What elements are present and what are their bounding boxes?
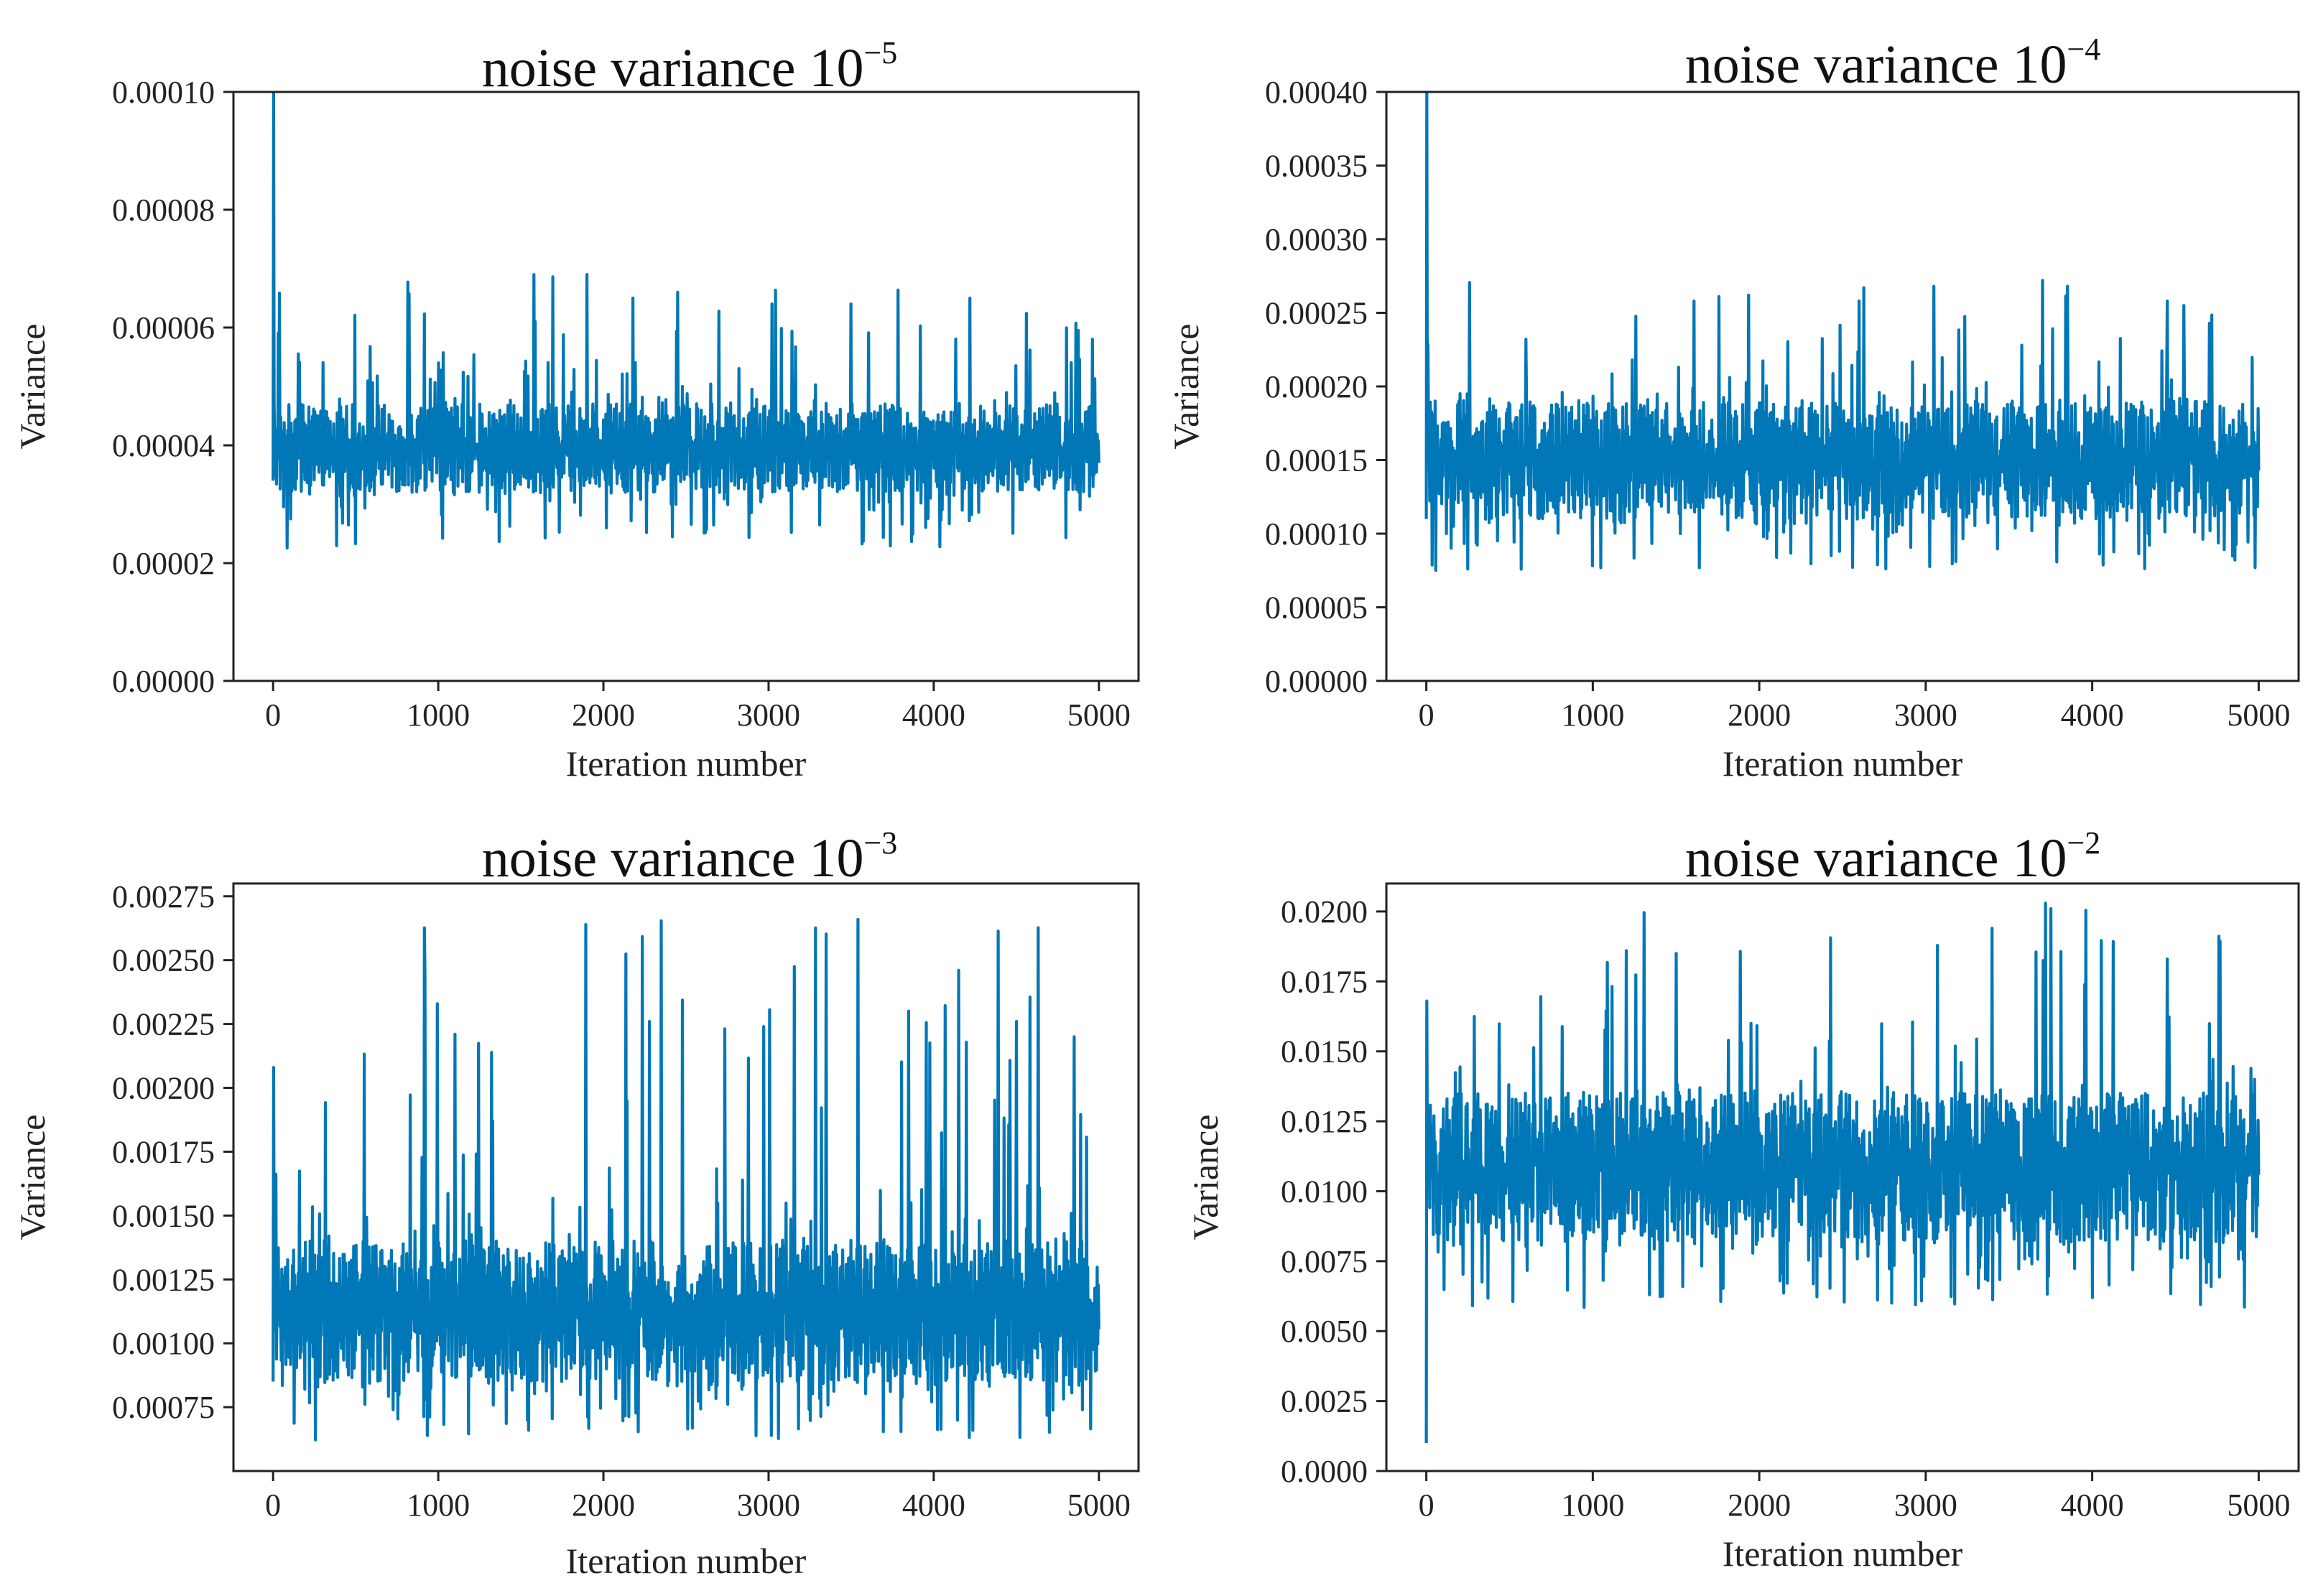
- y-tick-label: 0.0150: [1281, 1034, 1368, 1070]
- x-axis-label: Iteration number: [566, 1541, 807, 1581]
- x-tick-label: 1000: [407, 1488, 470, 1523]
- x-tick-label: 2000: [1728, 697, 1791, 733]
- y-tick-label: 0.0100: [1281, 1174, 1368, 1209]
- x-tick-label: 2000: [572, 697, 635, 733]
- x-tick-label: 5000: [2227, 1488, 2290, 1523]
- x-tick-label: 3000: [1894, 697, 1957, 733]
- y-tick-label: 0.0125: [1281, 1104, 1368, 1139]
- y-tick-label: 0.00004: [112, 428, 215, 463]
- x-axis-label: Iteration number: [566, 743, 807, 784]
- x-axis-label: Iteration number: [1723, 1534, 1963, 1574]
- y-tick-label: 0.00175: [112, 1134, 215, 1169]
- y-axis-label: Variance: [12, 324, 52, 450]
- y-tick-label: 0.00035: [1265, 149, 1368, 184]
- chart-panel-4: 0 1000 2000 3000 4000 5000 0.0000 0.0025 0.0050 0…: [1185, 825, 2300, 1574]
- x-tick-label: 4000: [902, 697, 965, 733]
- y-tick-label: 0.00040: [1265, 75, 1368, 110]
- x-tick-label: 3000: [1894, 1488, 1957, 1523]
- y-tick-label: 0.0000: [1281, 1454, 1368, 1489]
- y-tick-label: 0.00000: [1265, 664, 1368, 699]
- y-tick-label: 0.00006: [112, 310, 215, 345]
- x-tick-label: 5000: [1067, 697, 1131, 733]
- y-tick-label: 0.00008: [112, 192, 215, 228]
- y-tick-label: 0.00015: [1265, 443, 1368, 478]
- chart-title-exponent: −2: [2067, 825, 2100, 860]
- y-tick-label: 0.00002: [112, 546, 215, 581]
- x-tick-label: 1000: [1561, 697, 1624, 733]
- chart-title: noise variance 10−3: [482, 825, 898, 889]
- y-tick-label: 0.00075: [112, 1390, 215, 1425]
- x-tick-label: 5000: [2227, 697, 2290, 733]
- x-tick-label: 0: [1419, 1488, 1434, 1523]
- y-tick-label: 0.00010: [1265, 516, 1368, 552]
- y-tick-label: 0.0050: [1281, 1314, 1368, 1349]
- y-tick-label: 0.00250: [112, 943, 215, 978]
- x-tick-label: 3000: [737, 697, 800, 733]
- chart-title: noise variance 10−5: [482, 35, 898, 98]
- chart-title: noise variance 10−4: [1685, 32, 2101, 95]
- chart-title-base: noise variance 10: [482, 38, 864, 98]
- chart-title-base: noise variance 10: [1685, 828, 2067, 889]
- y-tick-label: 0.0175: [1281, 964, 1368, 999]
- x-tick-label: 2000: [572, 1488, 635, 1523]
- y-tick-label: 0.00020: [1265, 369, 1368, 404]
- y-tick-label: 0.0075: [1281, 1244, 1368, 1279]
- y-tick-label: 0.00200: [112, 1071, 215, 1106]
- chart-title: noise variance 10−2: [1685, 825, 2101, 889]
- y-axis-label: Variance: [12, 1115, 52, 1240]
- chart-title-base: noise variance 10: [1685, 34, 2067, 95]
- chart-title-exponent: −3: [863, 825, 897, 860]
- x-tick-label: 0: [265, 697, 281, 733]
- series-line: [272, 917, 1100, 1442]
- y-axis-label: Variance: [1185, 1115, 1225, 1240]
- series-line: [272, 92, 1100, 549]
- chart-panel-2: 0 1000 2000 3000 4000 5000 0.00000 0.00005 0.000…: [1166, 32, 2300, 784]
- plot-frame: [232, 91, 1140, 682]
- series-line: [1424, 901, 2261, 1444]
- y-tick-label: 0.00150: [112, 1198, 215, 1233]
- x-tick-label: 4000: [2061, 1488, 2124, 1523]
- y-tick-label: 0.00125: [112, 1262, 215, 1297]
- y-tick-label: 0.00100: [112, 1326, 215, 1361]
- x-tick-label: 2000: [1728, 1488, 1791, 1523]
- y-tick-label: 0.00025: [1265, 296, 1368, 331]
- x-tick-label: 1000: [407, 697, 470, 733]
- x-tick-label: 5000: [1067, 1488, 1131, 1523]
- x-tick-label: 1000: [1561, 1488, 1624, 1523]
- chart-title-base: noise variance 10: [482, 828, 864, 889]
- plot-frame: [1385, 882, 2300, 1472]
- y-tick-label: 0.0200: [1281, 894, 1368, 929]
- x-tick-label: 4000: [2061, 697, 2124, 733]
- y-tick-label: 0.00225: [112, 1007, 215, 1042]
- x-tick-label: 0: [265, 1488, 281, 1523]
- chart-title-exponent: −5: [863, 35, 897, 70]
- chart-panel-1: 0 1000 2000 3000 4000 5000 0.00000 0.00002 0.000…: [12, 35, 1140, 784]
- y-tick-label: 0.00010: [112, 75, 215, 110]
- y-tick-label: 0.00275: [112, 879, 215, 914]
- chart-title-exponent: −4: [2067, 32, 2100, 67]
- y-tick-label: 0.00030: [1265, 222, 1368, 257]
- y-tick-label: 0.0025: [1281, 1384, 1368, 1419]
- chart-panel-3: 0 1000 2000 3000 4000 5000 0.00075 0.00100 0.001…: [12, 825, 1140, 1581]
- y-tick-label: 0.00000: [112, 664, 215, 699]
- x-tick-label: 4000: [902, 1488, 965, 1523]
- x-tick-label: 3000: [737, 1488, 800, 1523]
- plot-frame: [232, 882, 1140, 1472]
- y-axis-label: Variance: [1166, 324, 1206, 450]
- y-tick-label: 0.00005: [1265, 590, 1368, 626]
- x-axis-label: Iteration number: [1723, 743, 1963, 784]
- x-tick-label: 0: [1419, 697, 1434, 733]
- series-line: [1424, 92, 2261, 572]
